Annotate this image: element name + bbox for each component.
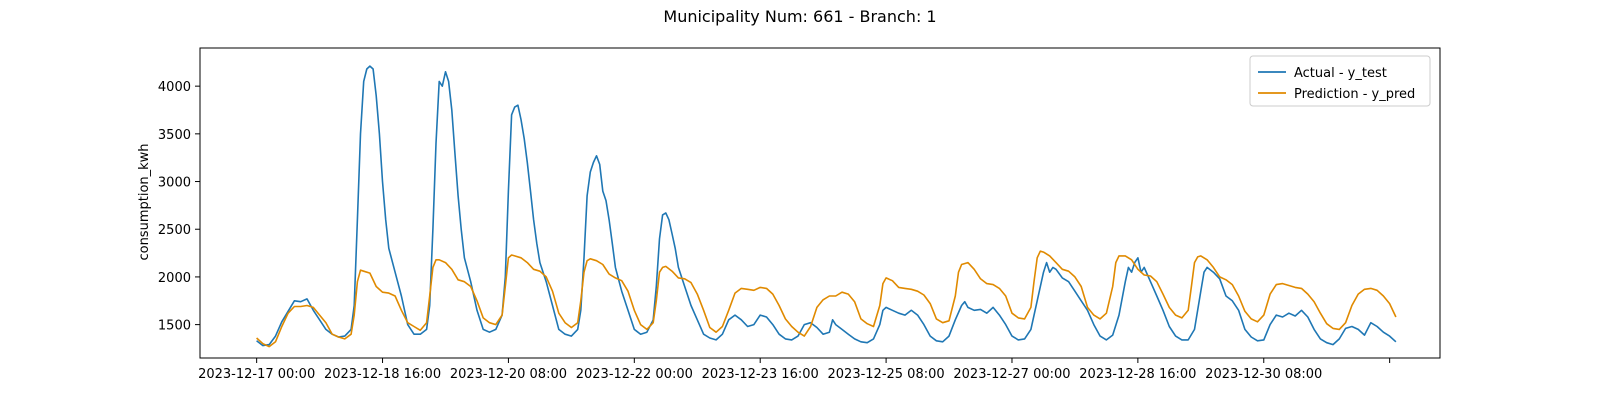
y-tick-label: 1500	[158, 319, 191, 334]
y-axis: 1500 2000 2500 3000 3500 4000	[158, 80, 200, 334]
y-tick-label: 3500	[158, 128, 191, 143]
x-tick-label: 2023-12-18 16:00	[324, 367, 441, 382]
x-tick-label: 2023-12-27 00:00	[953, 367, 1070, 382]
legend-label: Actual - y_test	[1294, 66, 1387, 81]
x-tick-label: 2023-12-30 08:00	[1205, 367, 1322, 382]
chart-title: Municipality Num: 661 - Branch: 1	[663, 7, 936, 26]
series-group	[256, 65, 1397, 348]
legend: Actual - y_test Prediction - y_pred	[1249, 55, 1431, 107]
x-tick-label: 2023-12-20 08:00	[450, 367, 567, 382]
y-tick-label: 2500	[158, 223, 191, 238]
x-tick-label: 2023-12-28 16:00	[1079, 367, 1196, 382]
y-tick-label: 2000	[158, 271, 191, 286]
x-tick-label: 2023-12-23 16:00	[702, 367, 819, 382]
x-tick-label: 2023-12-22 00:00	[576, 367, 693, 382]
y-tick-label: 3000	[158, 176, 191, 191]
legend-box	[1249, 55, 1431, 107]
plot-area: 1500 2000 2500 3000 3500 4000 2023-12-17 00:0…	[158, 47, 1441, 382]
legend-label: Prediction - y_pred	[1294, 87, 1415, 102]
series-line-actual	[256, 65, 1397, 347]
x-tick-label: 2023-12-17 00:00	[198, 367, 315, 382]
y-tick-label: 4000	[158, 80, 191, 95]
x-tick-label: 2023-12-25 08:00	[828, 367, 945, 382]
x-axis: 2023-12-17 00:00 2023-12-18 16:00 2023-12-…	[198, 358, 1391, 382]
y-axis-label: consumption_kwh	[137, 143, 152, 260]
plot-frame	[199, 47, 1441, 359]
series-line-prediction	[256, 250, 1397, 348]
